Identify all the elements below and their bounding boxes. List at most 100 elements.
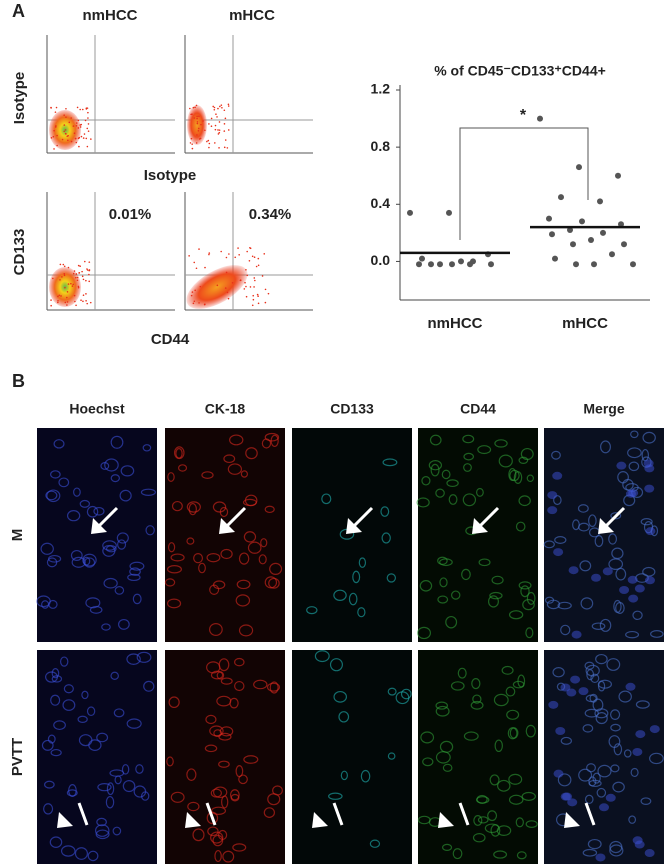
data-point: [549, 231, 555, 238]
cell: [543, 540, 555, 549]
cell: [446, 479, 459, 488]
cell: [518, 456, 529, 464]
event-dot: [77, 264, 80, 267]
cell: [113, 708, 125, 718]
nucleus: [568, 566, 579, 575]
event-dot: [72, 283, 75, 286]
cell: [117, 539, 127, 550]
event-dot: [227, 129, 230, 131]
cell: [473, 815, 483, 826]
cell: [193, 553, 204, 564]
event-dot: [198, 248, 200, 250]
column-header: Merge: [583, 401, 624, 417]
event-dot: [212, 105, 215, 108]
cell: [212, 501, 227, 513]
cell: [236, 579, 251, 590]
cell: [551, 450, 561, 460]
event-dot: [83, 133, 86, 135]
event-dot: [68, 121, 71, 124]
arrow-head: [346, 518, 362, 534]
cell: [171, 500, 183, 512]
event-dot: [53, 129, 55, 132]
event-dot: [88, 280, 91, 283]
event-dot: [264, 288, 267, 291]
event-dot: [85, 137, 88, 140]
event-dot: [196, 121, 199, 123]
event-dot: [86, 268, 88, 270]
cell: [508, 610, 524, 620]
cell: [584, 794, 594, 805]
cell: [578, 768, 593, 782]
cell-population: [186, 265, 248, 309]
column-header: CD44: [460, 401, 496, 417]
cell: [518, 495, 531, 507]
event-dot: [244, 281, 246, 284]
event-dot: [75, 304, 77, 307]
cell: [166, 756, 174, 767]
arrow: [77, 802, 89, 826]
event-dot: [257, 257, 260, 260]
data-point: [416, 261, 422, 268]
cell: [463, 452, 475, 461]
event-dot: [59, 279, 61, 281]
cell: [230, 793, 240, 802]
event-dot: [75, 273, 78, 275]
data-point: [609, 251, 615, 258]
event-dot: [82, 137, 85, 139]
event-dot: [245, 285, 247, 288]
event-dot: [193, 117, 196, 119]
cell: [515, 817, 524, 828]
nucleus: [560, 792, 571, 801]
cell: [582, 848, 598, 857]
event-dot: [79, 265, 81, 267]
nucleus: [566, 688, 577, 697]
row-label: PVTT: [9, 738, 26, 776]
cell: [610, 709, 621, 720]
cell: [110, 671, 119, 680]
nucleus: [578, 687, 589, 696]
y-tick-label: 0.4: [371, 195, 391, 211]
cell: [74, 847, 88, 860]
event-dot: [56, 134, 58, 137]
cell: [219, 726, 234, 737]
event-dot: [88, 269, 91, 272]
cell: [588, 514, 597, 528]
event-dot: [195, 104, 198, 107]
cell: [66, 510, 81, 522]
cell: [333, 589, 347, 601]
cell: [238, 624, 254, 637]
event-dot: [55, 106, 58, 109]
micrograph: [418, 428, 538, 642]
event-dot: [246, 250, 248, 253]
data-point: [407, 209, 413, 216]
data-point: [488, 261, 494, 268]
cell: [94, 824, 110, 837]
arrow-head: [564, 812, 580, 828]
cell: [546, 599, 561, 610]
cell: [506, 709, 520, 720]
event-dot: [85, 293, 87, 295]
event-dot: [63, 114, 65, 116]
cell: [170, 553, 185, 562]
cell: [557, 601, 572, 610]
event-dot: [226, 291, 229, 294]
cell: [615, 601, 625, 614]
data-point: [428, 261, 434, 268]
cell: [141, 791, 150, 801]
cell: [422, 757, 434, 767]
cell: [266, 682, 281, 692]
cell: [229, 697, 239, 709]
data-point: [576, 164, 582, 171]
cell: [490, 824, 501, 837]
event-dot: [224, 117, 227, 120]
cell: [358, 557, 367, 568]
cell: [142, 444, 152, 452]
event-dot: [189, 107, 191, 110]
cell: [590, 673, 600, 684]
event-dot: [245, 268, 247, 271]
cell: [119, 489, 132, 502]
nucleus: [644, 484, 655, 493]
cell: [86, 505, 99, 518]
data-point: [552, 255, 558, 262]
cell: [261, 438, 272, 449]
